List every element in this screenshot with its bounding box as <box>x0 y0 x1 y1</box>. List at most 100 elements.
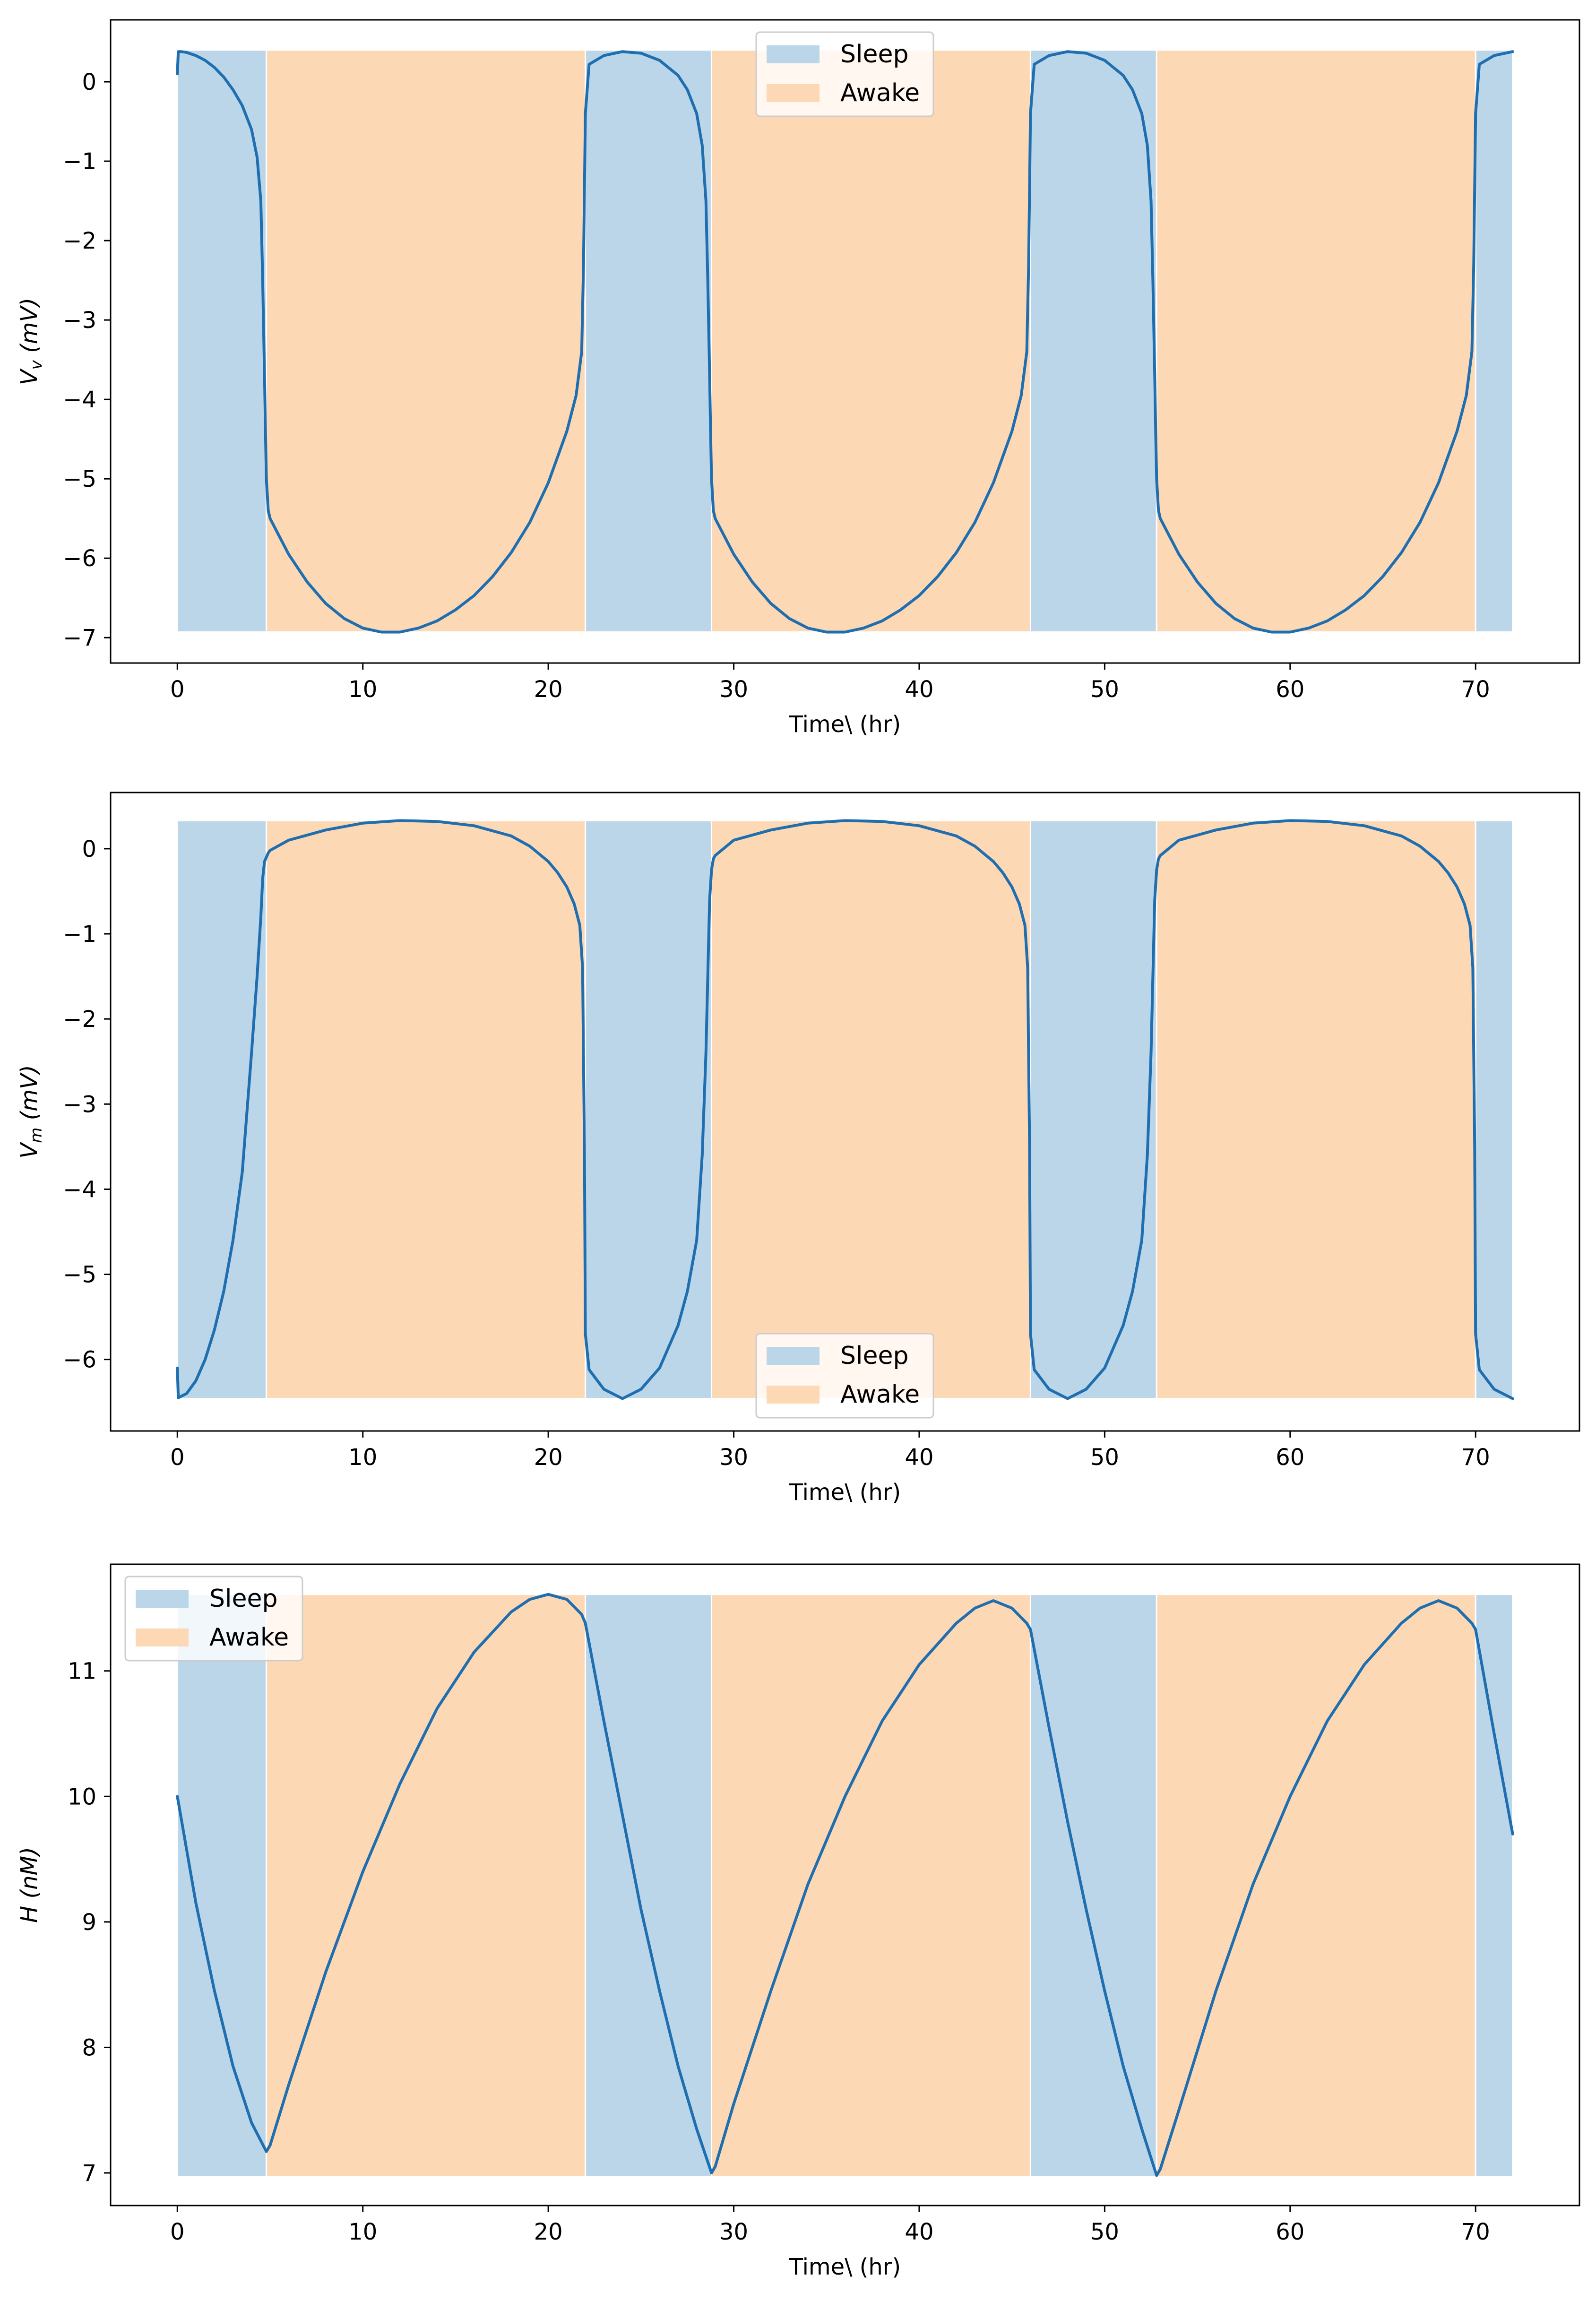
awake-band-1 <box>266 49 587 633</box>
x-tick-label: 10 <box>348 1444 377 1471</box>
y-tick-label: −3 <box>63 1091 96 1118</box>
x-tick-label: 0 <box>170 2219 185 2245</box>
x-tick-label: 30 <box>719 1444 748 1471</box>
legend-swatch-awake <box>767 84 820 102</box>
awake-band-5 <box>1156 1594 1476 2178</box>
sleep-band-2 <box>585 819 712 1400</box>
panel-vv: 0 10 20 30 40 50 60 70 0 −1 −2 −3 −4 −5 −6 −7 Time\ (hr)… <box>16 19 1580 738</box>
legend-label-awake: Awake <box>840 79 920 107</box>
y-tick-label: 10 <box>68 1784 96 1810</box>
y-tick-label: −5 <box>63 466 96 492</box>
y-tick-label: −5 <box>63 1262 96 1288</box>
sleep-band-0 <box>176 819 267 1400</box>
y-tick-label: −3 <box>63 307 96 334</box>
y-tick-label: 8 <box>82 2034 96 2061</box>
y-tick-label: −4 <box>63 387 96 413</box>
x-tick-label: 40 <box>905 2219 933 2245</box>
series-line-0 <box>176 1593 1514 2177</box>
x-tick-label: 70 <box>1461 2219 1490 2245</box>
y-axis-label: H (nM) <box>16 1847 43 1923</box>
awake-band-3 <box>710 1594 1031 2178</box>
y-tick-label: −4 <box>63 1176 96 1203</box>
legend-swatch-sleep <box>767 1347 820 1365</box>
y-axis-unit: (mV) <box>16 1065 43 1127</box>
sleep-band-6 <box>1475 49 1514 633</box>
awake-band-3 <box>710 49 1031 633</box>
y-axis-label: Vm (mV) <box>16 1065 46 1158</box>
x-tick-label: 20 <box>534 1444 563 1471</box>
y-axis-symbol: V <box>16 368 43 385</box>
y-tick-label: 7 <box>82 2160 96 2187</box>
axes-frame <box>110 792 1580 1432</box>
y-axis-unit: (nM) <box>16 1847 43 1906</box>
awake-band-5 <box>1156 49 1476 633</box>
x-tick-label: 60 <box>1276 676 1304 703</box>
y-axis-symbol: H <box>16 1906 43 1923</box>
x-tick-label: 60 <box>1276 2219 1304 2245</box>
sleep-band-4 <box>1029 49 1157 633</box>
x-tick-label: 40 <box>905 1444 933 1471</box>
y-tick-label: 0 <box>82 836 96 862</box>
y-axis-subscript: m <box>27 1128 46 1143</box>
awake-band-5 <box>1156 819 1476 1400</box>
series-line-0 <box>176 50 1514 634</box>
x-axis-label: Time\ (hr) <box>789 2254 901 2280</box>
legend-label-sleep: Sleep <box>209 1585 277 1613</box>
panel-vm: 0 10 20 30 40 50 60 70 0 −1 −2 −3 −4 −5 −6 Time\ (hr) Vm… <box>16 792 1580 1506</box>
y-tick-label: −1 <box>63 921 96 948</box>
legend-label-awake: Awake <box>209 1623 289 1652</box>
sleep-band-6 <box>1475 819 1514 1400</box>
sleep-band-2 <box>585 49 712 633</box>
x-tick-label: 20 <box>534 2219 563 2245</box>
y-tick-label: −6 <box>63 545 96 572</box>
x-tick-label: 40 <box>905 676 933 703</box>
y-axis-subscript: v <box>27 360 46 370</box>
y-axis-label: Vv (mV) <box>16 298 46 385</box>
x-tick-label: 0 <box>170 676 185 703</box>
sleep-band-0 <box>176 49 267 633</box>
x-tick-label: 30 <box>719 2219 748 2245</box>
x-tick-label: 50 <box>1090 676 1119 703</box>
y-tick-label: −2 <box>63 1006 96 1033</box>
y-tick-label: 0 <box>82 69 96 95</box>
legend-label-awake: Awake <box>840 1380 920 1409</box>
awake-band-3 <box>710 819 1031 1400</box>
x-axis-label: Time\ (hr) <box>789 1479 901 1506</box>
legend: Sleep Awake <box>755 1333 934 1419</box>
panel-h: 0 10 20 30 40 50 60 70 7 8 9 10 11 Time\ (hr) H (nM) Sl… <box>16 1563 1580 2280</box>
x-tick-label: 70 <box>1461 676 1490 703</box>
legend-label-sleep: Sleep <box>840 40 908 69</box>
x-tick-label: 10 <box>348 2219 377 2245</box>
sleep-band-4 <box>1029 1594 1157 2178</box>
sleep-band-6 <box>1475 1594 1514 2178</box>
y-tick-label: −1 <box>63 148 96 175</box>
legend-swatch-awake <box>767 1386 820 1404</box>
x-tick-label: 10 <box>348 676 377 703</box>
x-tick-label: 0 <box>170 1444 185 1471</box>
y-tick-label: −6 <box>63 1347 96 1373</box>
legend-swatch-sleep <box>136 1590 189 1608</box>
sleep-band-0 <box>176 1594 267 2178</box>
x-tick-label: 50 <box>1090 1444 1119 1471</box>
x-tick-label: 70 <box>1461 1444 1490 1471</box>
x-tick-label: 60 <box>1276 1444 1304 1471</box>
y-tick-label: 11 <box>68 1658 96 1685</box>
awake-band-1 <box>266 819 587 1400</box>
y-tick-label: −2 <box>63 228 96 254</box>
y-tick-label: 9 <box>82 1909 96 1936</box>
x-tick-label: 20 <box>534 676 563 703</box>
legend: Sleep Awake <box>755 31 934 117</box>
legend-label-sleep: Sleep <box>840 1342 908 1370</box>
series-line-0 <box>176 819 1514 1400</box>
y-axis-symbol: V <box>16 1142 43 1159</box>
x-tick-label: 50 <box>1090 2219 1119 2245</box>
sleep-band-4 <box>1029 819 1157 1400</box>
legend-swatch-awake <box>136 1629 189 1646</box>
x-tick-label: 30 <box>719 676 748 703</box>
y-axis-unit: (mV) <box>16 298 43 360</box>
legend: Sleep Awake <box>124 1576 303 1662</box>
legend-swatch-sleep <box>767 45 820 63</box>
awake-band-1 <box>266 1594 587 2178</box>
axes-frame <box>110 19 1580 664</box>
